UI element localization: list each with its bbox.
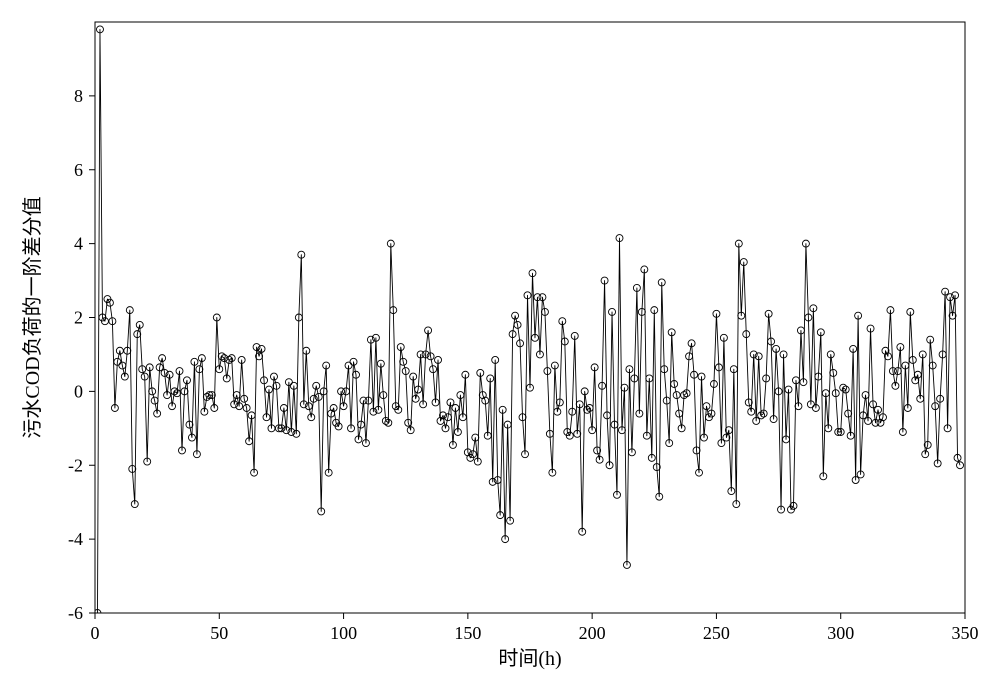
- x-tick-label: 0: [91, 623, 100, 643]
- y-tick-label: -2: [68, 455, 83, 475]
- chart-svg: 0 50 100 150 200 250 300 350 -6 -4 -2 0 2 4 6 8 时间(h) 污水C…: [0, 0, 1000, 681]
- y-tick-label: -4: [68, 529, 83, 549]
- y-axis-label: 污水COD负荷的一阶差分值: [21, 196, 44, 438]
- chart-container: 0 50 100 150 200 250 300 350 -6 -4 -2 0 2 4 6 8 时间(h) 污水C…: [0, 0, 1000, 681]
- y-tick-label: 4: [74, 234, 83, 254]
- series-group: [94, 26, 964, 617]
- y-tick-label: 6: [74, 160, 83, 180]
- x-tick-label: 150: [454, 623, 481, 643]
- y-tick-label: 8: [74, 86, 83, 106]
- x-axis-label: 时间(h): [498, 647, 561, 670]
- x-tick-label: 50: [210, 623, 228, 643]
- series-line: [97, 29, 960, 613]
- x-tick-label: 200: [579, 623, 606, 643]
- x-tick-label: 300: [827, 623, 854, 643]
- y-tick-label: 0: [74, 381, 83, 401]
- y-tick-label: 2: [74, 308, 83, 328]
- y-tick-label: -6: [68, 603, 83, 623]
- x-tick-label: 250: [703, 623, 730, 643]
- x-tick-label: 100: [330, 623, 357, 643]
- plot-area: [95, 22, 965, 613]
- x-tick-label: 350: [952, 623, 979, 643]
